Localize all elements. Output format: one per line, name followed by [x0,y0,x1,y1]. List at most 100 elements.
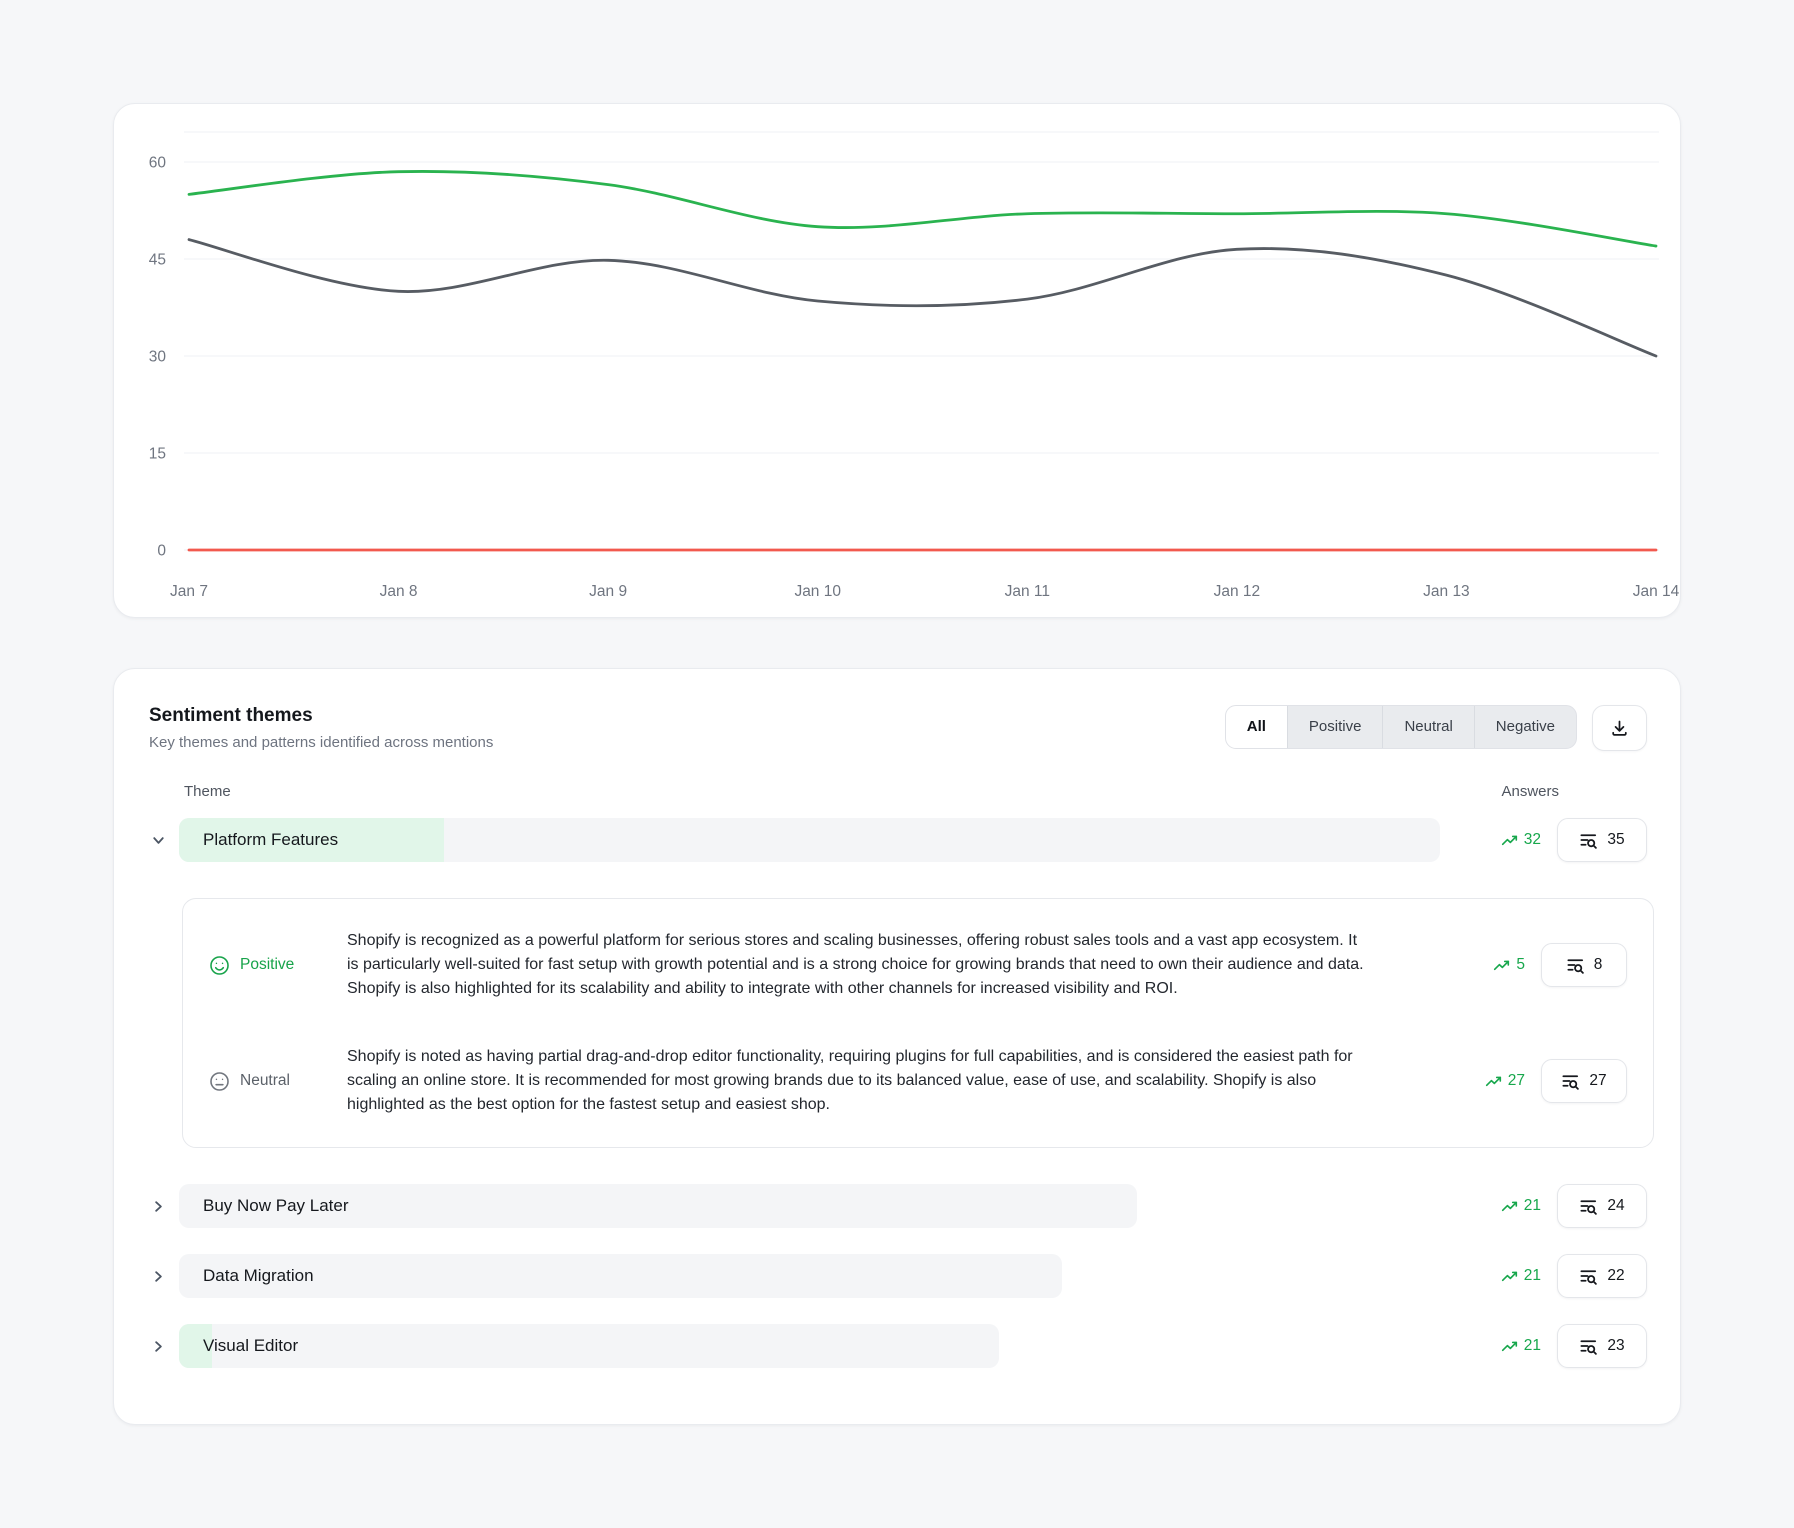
trending-up-icon [1493,957,1510,974]
theme-detail-panel: Positive Shopify is recognized as a power… [182,898,1654,1148]
sentiment-label-neutral: Neutral [209,1071,347,1092]
sentiment-summary-text: Shopify is recognized as a powerful plat… [347,932,1364,997]
answers-button[interactable]: 8 [1541,943,1627,987]
neutral-face-icon [209,1071,230,1092]
filter-tab-negative[interactable]: Negative [1473,706,1576,748]
theme-bar-track: Buy Now Pay Later [179,1184,1440,1228]
answers-count: 35 [1607,831,1625,848]
svg-text:45: 45 [149,252,166,269]
chevron-right-icon[interactable] [147,1197,169,1216]
list-search-icon [1579,1267,1598,1286]
trend-indicator: 21 [1466,1337,1541,1355]
column-theme: Theme [184,783,231,800]
answers-count: 27 [1589,1072,1607,1089]
theme-bar[interactable]: Visual Editor [179,1324,999,1368]
theme-row: Buy Now Pay Later 21 24 [114,1184,1680,1228]
trending-up-icon [1501,1338,1518,1355]
list-search-icon [1579,1197,1598,1216]
theme-bar-positive-fill [179,818,444,862]
trend-indicator: 21 [1466,1197,1541,1215]
list-search-icon [1561,1072,1580,1091]
theme-name: Visual Editor [203,1336,299,1355]
sentiment-label-positive: Positive [209,955,347,976]
list-search-icon [1579,831,1598,850]
trend-value: 21 [1523,1197,1541,1214]
sentiment-detail-row: Neutral Shopify is noted as having partia… [209,1045,1627,1117]
svg-text:15: 15 [149,446,166,463]
sentiment-name: Neutral [240,1072,290,1089]
svg-text:Jan 11: Jan 11 [1005,583,1050,600]
answers-button[interactable]: 27 [1541,1059,1627,1103]
theme-bar-positive-fill [179,1324,212,1368]
sentiment-filter-tabs: All Positive Neutral Negative [1224,705,1577,749]
table-header: Theme Answers [114,751,1680,818]
trend-indicator: 21 [1466,1267,1541,1285]
dashboard-page: 0 15 30 45 60 Jan 7 Jan 8 Jan 9 Jan 10 Jan 11 Jan … [113,103,1681,1425]
trending-up-icon [1501,1198,1518,1215]
svg-text:Jan 13: Jan 13 [1423,583,1470,600]
theme-bar[interactable]: Buy Now Pay Later [179,1184,1138,1228]
trend-value: 27 [1507,1072,1525,1089]
list-search-icon [1566,956,1585,975]
sentiment-trend-chart-card: 0 15 30 45 60 Jan 7 Jan 8 Jan 9 Jan 10 Jan 11 Jan … [113,103,1681,618]
sentiment-name: Positive [240,956,295,973]
svg-text:30: 30 [149,349,167,366]
trend-value: 32 [1523,831,1541,848]
filter-tab-neutral[interactable]: Neutral [1382,706,1473,748]
chevron-right-icon[interactable] [147,1267,169,1286]
trend-indicator: 5 [1455,956,1525,974]
svg-text:Jan 12: Jan 12 [1214,583,1261,600]
list-search-icon [1579,1337,1598,1356]
card-titles: Sentiment themes Key themes and patterns… [149,705,493,751]
svg-text:Jan 8: Jan 8 [380,583,418,600]
theme-row: Data Migration 21 22 [114,1254,1680,1298]
sentiment-detail-row: Positive Shopify is recognized as a power… [209,929,1627,1001]
theme-bar-track: Platform Features [179,818,1440,862]
theme-bar[interactable]: Data Migration [179,1254,1062,1298]
trending-up-icon [1501,832,1518,849]
theme-bar-track: Visual Editor [179,1324,1440,1368]
theme-rows: Platform Features 32 35 Positive Shopify is … [114,818,1680,1368]
theme-name: Data Migration [203,1266,314,1285]
answers-button[interactable]: 23 [1557,1324,1647,1368]
trend-value: 5 [1516,956,1525,973]
svg-text:0: 0 [157,543,166,560]
column-answers: Answers [1501,783,1559,800]
sentiment-summary-text: Shopify is noted as having partial drag-… [347,1048,1353,1113]
svg-text:Jan 14: Jan 14 [1633,583,1680,600]
theme-bar[interactable]: Platform Features [179,818,1440,862]
answers-button[interactable]: 22 [1557,1254,1647,1298]
answers-button[interactable]: 35 [1557,818,1647,862]
trending-up-icon [1485,1073,1502,1090]
trend-value: 21 [1523,1267,1541,1284]
chevron-down-icon[interactable] [147,831,169,850]
svg-text:60: 60 [149,155,167,172]
theme-row: Visual Editor 21 23 [114,1324,1680,1368]
header-controls: All Positive Neutral Negative [1224,705,1647,751]
smiley-face-icon [209,955,230,976]
answers-button[interactable]: 24 [1557,1184,1647,1228]
filter-tab-positive[interactable]: Positive [1286,706,1383,748]
card-title: Sentiment themes [149,705,313,726]
trend-value: 21 [1523,1337,1541,1354]
theme-row: Platform Features 32 35 [114,818,1680,862]
answers-count: 22 [1607,1267,1625,1284]
svg-text:Jan 10: Jan 10 [794,583,841,600]
download-button[interactable] [1592,705,1647,751]
theme-bar-track: Data Migration [179,1254,1440,1298]
answers-count: 8 [1593,956,1603,973]
theme-name: Platform Features [203,830,339,849]
trend-indicator: 32 [1466,831,1541,849]
trend-indicator: 27 [1455,1072,1525,1090]
chevron-right-icon[interactable] [147,1337,169,1356]
answers-count: 24 [1607,1197,1625,1214]
card-subtitle: Key themes and patterns identified acros… [149,734,494,751]
card-header: Sentiment themes Key themes and patterns… [114,669,1680,751]
svg-text:Jan 7: Jan 7 [170,583,208,600]
svg-text:Jan 9: Jan 9 [589,583,627,600]
filter-tab-all[interactable]: All [1225,706,1287,748]
trending-up-icon [1501,1268,1518,1285]
sentiment-trend-line-chart: 0 15 30 45 60 Jan 7 Jan 8 Jan 9 Jan 10 Jan 11 Jan … [149,131,1680,600]
sentiment-themes-card: Sentiment themes Key themes and patterns… [113,668,1681,1425]
theme-name: Buy Now Pay Later [203,1196,349,1215]
